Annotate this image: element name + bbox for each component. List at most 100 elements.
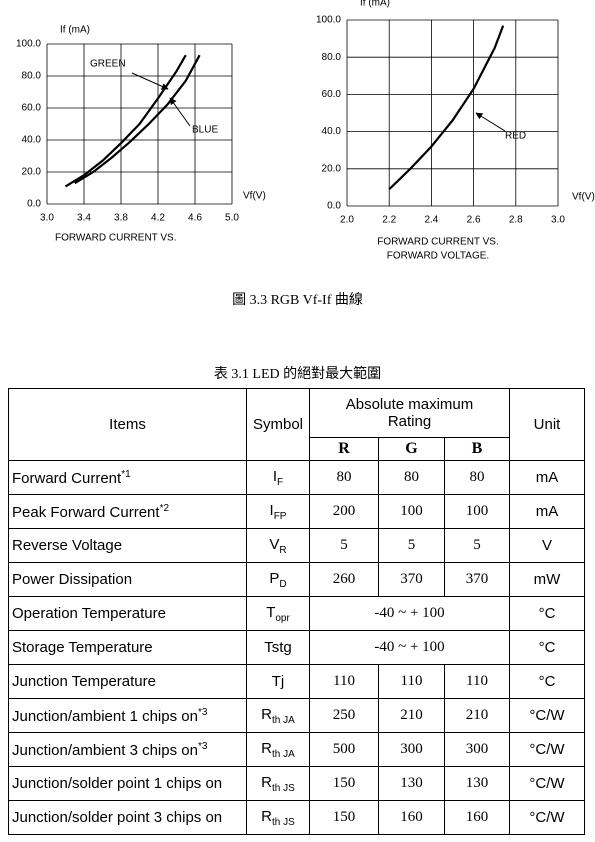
- value-cell: 110: [309, 664, 379, 699]
- symbol-text: T: [266, 603, 276, 621]
- item-text: Junction/solder point 3 chips on: [12, 809, 223, 826]
- y-tick-label: 0.0: [327, 201, 341, 212]
- item-text: Junction Temperature: [12, 673, 156, 690]
- header-cell: Absolute maximum Rating: [309, 388, 510, 438]
- item-note: *2: [159, 502, 170, 514]
- y-tick-label: 40.0: [22, 135, 42, 146]
- value-cell: 300: [444, 732, 510, 767]
- value-cell: 300: [378, 732, 445, 767]
- symbol-sub: D: [279, 578, 287, 590]
- symbol-cell: Tj: [246, 664, 310, 699]
- y-tick-label: 80.0: [22, 71, 42, 82]
- unit-cell: °C: [509, 596, 585, 631]
- channel-cell: B: [444, 437, 510, 461]
- x-tick-label: 2.6: [467, 215, 481, 226]
- table-body: Items Symbol Absolute maximum Rating Uni…: [8, 388, 585, 835]
- value-cell: 80: [378, 460, 445, 495]
- y-tick-label: 100.0: [16, 39, 41, 50]
- value-cell: 160: [444, 800, 510, 835]
- table-row: Power Dissipation PD 260 370 370 mW: [8, 562, 585, 597]
- item-cell: Junction/ambient 1 chips on*3: [8, 698, 247, 733]
- item-note: *1: [121, 468, 131, 480]
- symbol-cell: VR: [246, 528, 310, 563]
- table-caption: 表 3.1 LED 的絕對最大範圍: [213, 367, 382, 382]
- x-axis-label: Vf(V): [572, 192, 595, 203]
- x-tick-label: 2.2: [382, 215, 396, 226]
- table-row: Forward Current*1 IF 80 80 80 mA: [8, 460, 585, 495]
- symbol-cell: Rth JA: [246, 732, 310, 767]
- y-tick-label: 20.0: [22, 167, 42, 178]
- chart-subtitle: FORWARD VOLTAGE.: [387, 251, 489, 262]
- symbol-text: R: [261, 773, 273, 791]
- item-text: Storage Temperature: [12, 639, 153, 656]
- unit-cell: °C/W: [509, 766, 585, 801]
- table-row: Operation Temperature Topr -40 ~ + 100 °C: [8, 596, 585, 631]
- table-row: Junction Temperature Tj 110 110 110 °C: [8, 664, 585, 699]
- unit-cell: °C: [509, 664, 585, 699]
- range-cell: -40 ~ + 100: [309, 596, 510, 631]
- item-text: Peak Forward Current: [12, 503, 160, 521]
- item-text: Operation Temperature: [12, 605, 166, 622]
- item-cell: Junction/ambient 3 chips on*3: [8, 732, 247, 767]
- x-tick-label: 2.8: [509, 215, 523, 226]
- header-cell: Symbol: [246, 388, 310, 461]
- value-cell: 370: [378, 562, 445, 597]
- unit-cell: °C/W: [509, 800, 585, 835]
- item-note: *3: [197, 740, 208, 752]
- table-row: Peak Forward Current*2 IFP 200 100 100 mA: [8, 494, 585, 529]
- x-tick-label: 3.0: [40, 213, 54, 224]
- x-tick-label: 2.4: [424, 215, 438, 226]
- symbol-sub: FP: [273, 510, 287, 522]
- symbol-cell: IF: [246, 460, 310, 495]
- y-axis-label: If (mA): [360, 0, 390, 9]
- x-tick-label: 5.0: [225, 213, 239, 224]
- channel-cell: G: [378, 437, 445, 461]
- symbol-cell: Rth JS: [246, 766, 310, 801]
- table-row: Junction/solder point 3 chips on Rth JS 15…: [8, 800, 585, 835]
- series-line: [74, 54, 201, 185]
- value-cell: 150: [309, 766, 379, 801]
- x-tick-label: 4.6: [188, 213, 202, 224]
- item-cell: Reverse Voltage: [8, 528, 247, 563]
- x-tick-label: 4.2: [151, 213, 165, 224]
- y-tick-label: 100.0: [316, 15, 341, 26]
- item-note: *3: [197, 706, 208, 718]
- symbol-sub: F: [277, 476, 284, 488]
- table-row: Storage Temperature Tstg -40 ~ + 100 °C: [8, 630, 585, 665]
- item-text: Junction/ambient 3 chips on: [12, 741, 198, 759]
- y-tick-label: 20.0: [322, 163, 342, 174]
- item-text: Reverse Voltage: [12, 537, 123, 554]
- symbol-text: P: [269, 569, 280, 587]
- value-cell: 500: [309, 732, 379, 767]
- x-axis-label: Vf(V): [243, 191, 266, 202]
- value-cell: 110: [378, 664, 445, 699]
- table-row: Junction/solder point 1 chips on Rth JS 15…: [8, 766, 585, 801]
- item-text: Power Dissipation: [12, 571, 133, 588]
- value-cell: 130: [444, 766, 510, 801]
- symbol-sub: th JA: [272, 714, 295, 726]
- item-cell: Junction/solder point 1 chips on: [8, 766, 247, 801]
- unit-cell: mW: [509, 562, 585, 597]
- value-cell: 5: [444, 528, 510, 563]
- symbol-sub: th JS: [272, 782, 295, 794]
- series-line: [388, 25, 505, 191]
- value-cell: 80: [444, 460, 510, 495]
- annotation-arrow: [169, 97, 191, 127]
- value-cell: 160: [378, 800, 445, 835]
- value-cell: 210: [444, 698, 510, 733]
- item-text: Junction/ambient 1 chips on: [12, 707, 198, 725]
- y-axis-label: If (mA): [60, 25, 90, 36]
- item-cell: Storage Temperature: [8, 630, 247, 665]
- value-cell: 100: [378, 494, 445, 529]
- range-cell: -40 ~ + 100: [309, 630, 510, 665]
- charts: 0.0 20.0 40.0 60.0 80.0 100.0 3.0 3.4 3.8 4.2 4.6 5…: [16, 0, 595, 262]
- series-label: GREEN: [90, 59, 126, 70]
- header-row: R G B: [9, 437, 585, 461]
- symbol-cell: IFP: [246, 494, 310, 529]
- value-cell: 250: [309, 698, 379, 733]
- y-tick-label: 60.0: [322, 89, 342, 100]
- item-cell: Forward Current*1: [8, 460, 247, 495]
- unit-cell: °C/W: [509, 732, 585, 767]
- table-row: Reverse Voltage VR 5 5 5 V: [8, 528, 585, 563]
